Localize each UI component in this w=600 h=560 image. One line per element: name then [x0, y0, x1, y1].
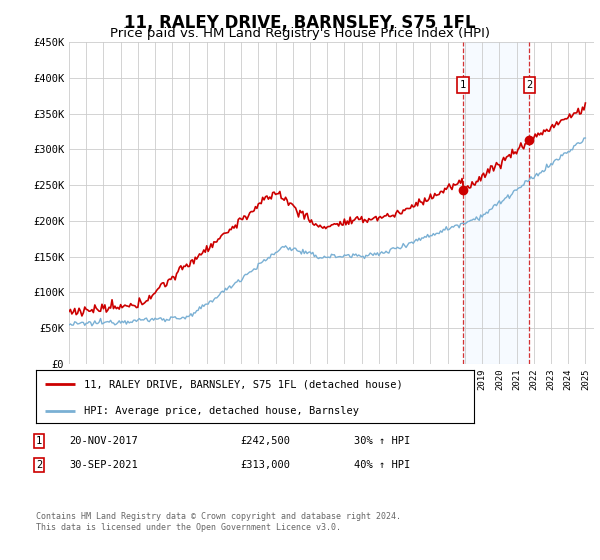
Text: 2: 2 — [36, 460, 42, 470]
Text: Price paid vs. HM Land Registry's House Price Index (HPI): Price paid vs. HM Land Registry's House … — [110, 27, 490, 40]
Text: 30% ↑ HPI: 30% ↑ HPI — [354, 436, 410, 446]
Text: £242,500: £242,500 — [240, 436, 290, 446]
Text: 11, RALEY DRIVE, BARNSLEY, S75 1FL: 11, RALEY DRIVE, BARNSLEY, S75 1FL — [124, 14, 476, 32]
Text: 1: 1 — [36, 436, 42, 446]
Text: £313,000: £313,000 — [240, 460, 290, 470]
Text: 40% ↑ HPI: 40% ↑ HPI — [354, 460, 410, 470]
Text: HPI: Average price, detached house, Barnsley: HPI: Average price, detached house, Barn… — [84, 406, 359, 416]
Text: 11, RALEY DRIVE, BARNSLEY, S75 1FL (detached house): 11, RALEY DRIVE, BARNSLEY, S75 1FL (deta… — [84, 380, 403, 390]
Text: 20-NOV-2017: 20-NOV-2017 — [69, 436, 138, 446]
Text: 2: 2 — [526, 80, 533, 90]
Text: Contains HM Land Registry data © Crown copyright and database right 2024.
This d: Contains HM Land Registry data © Crown c… — [36, 512, 401, 532]
Bar — [463, 42, 529, 364]
Text: 30-SEP-2021: 30-SEP-2021 — [69, 460, 138, 470]
Text: 1: 1 — [460, 80, 466, 90]
